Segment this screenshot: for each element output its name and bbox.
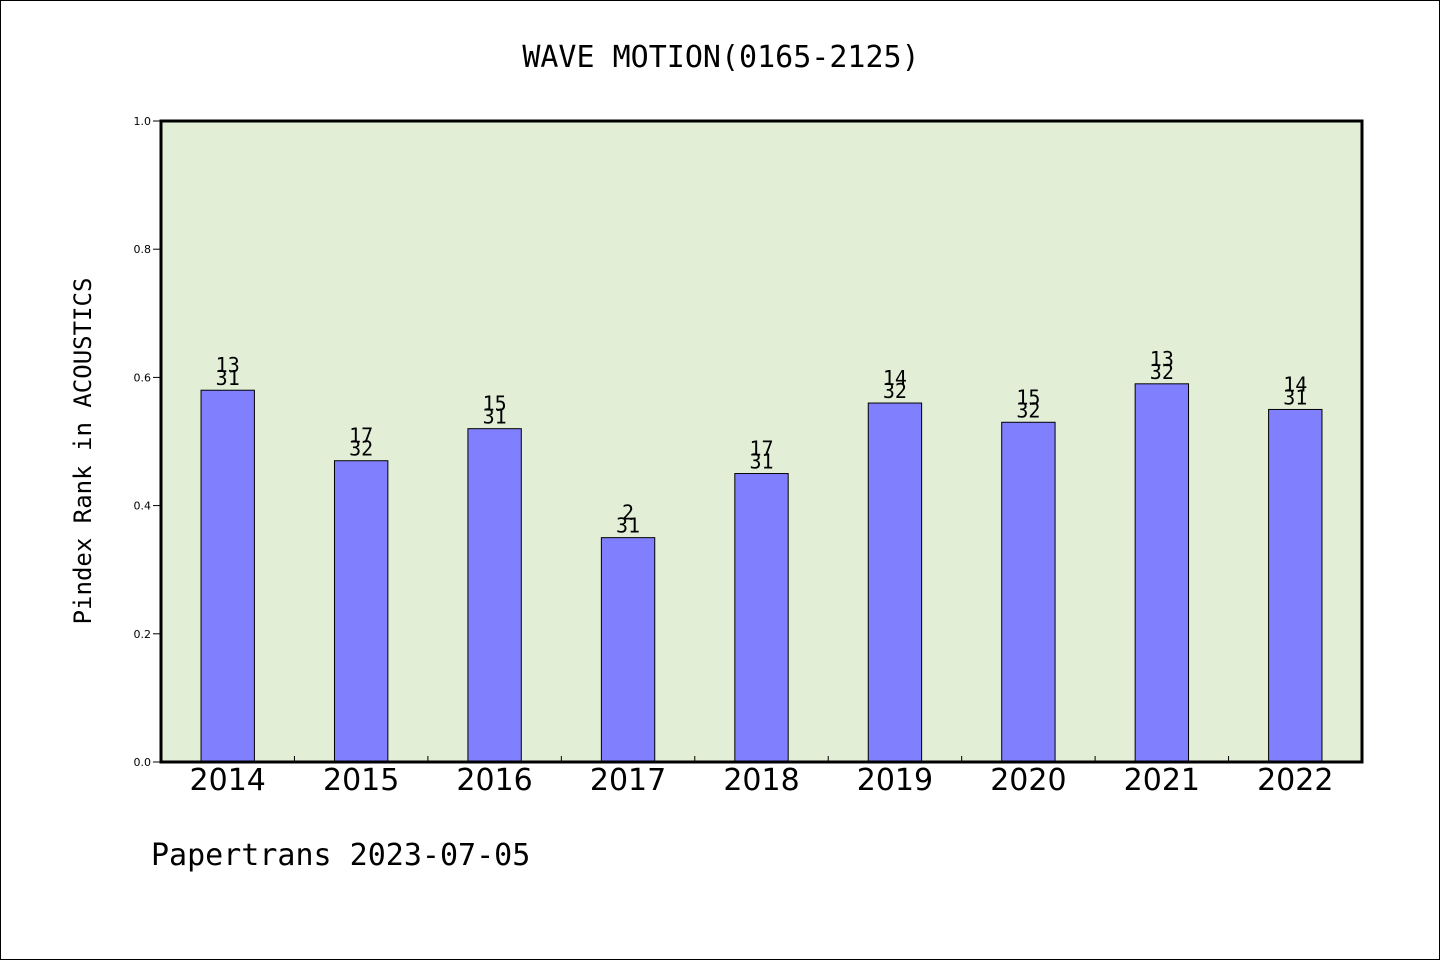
bar-label-rank: 17: [749, 437, 773, 461]
bar-2020: [1001, 421, 1056, 763]
bar-label-total: 31: [616, 514, 640, 538]
bar-label-rank: 13: [216, 353, 240, 377]
plot-border: [159, 119, 1364, 764]
bar-label-rank: 15: [483, 392, 507, 416]
x-tick-label: 2016: [456, 763, 532, 798]
footer-credit: Papertrans 2023-07-05: [151, 838, 530, 873]
x-tick-label: 2015: [323, 763, 399, 798]
x-tick-label: 2017: [590, 763, 666, 798]
bar-label-total: 31: [483, 405, 507, 429]
x-axis-labels: 2014 2015 2016 2017 2018 2019 2020 2021 2022: [190, 763, 1334, 798]
y-tick-label: 0.0: [134, 756, 152, 769]
bar-label-rank: 15: [1016, 385, 1040, 409]
bar-label-rank: 14: [1283, 372, 1307, 396]
bar-label-total: 31: [216, 366, 240, 390]
bar-label-total: 32: [883, 379, 907, 403]
y-tick-label: 0.6: [134, 371, 152, 384]
bar-2019: [867, 402, 923, 763]
bar-label-total: 32: [1150, 360, 1174, 384]
y-tick-label: 0.4: [134, 500, 152, 513]
bar-label-rank: 2: [622, 501, 634, 525]
x-tick-label: 2020: [990, 763, 1066, 798]
bar-label-total: 31: [1283, 385, 1307, 409]
y-tick-label: 0.8: [134, 243, 152, 256]
x-tick-label: 2022: [1257, 763, 1333, 798]
chart-title: WAVE MOTION(0165-2125): [522, 40, 919, 75]
x-tick-label: 2021: [1124, 763, 1200, 798]
bar-label-total: 32: [1016, 398, 1040, 422]
bars-group: [200, 383, 1323, 763]
y-tick-label: 0.2: [134, 628, 152, 641]
x-tick-label: 2019: [857, 763, 933, 798]
bar-2016: [467, 428, 522, 763]
y-tick-label: 1.0: [134, 115, 152, 128]
bar-2022: [1268, 408, 1323, 763]
bar-2015: [333, 460, 389, 763]
bar-2017: [600, 537, 656, 763]
bar-label-total: 32: [349, 437, 373, 461]
bar-2014: [200, 389, 255, 763]
x-tick-label: 2018: [723, 763, 799, 798]
bar-2018: [734, 473, 789, 763]
x-tick-label: 2014: [190, 763, 266, 798]
bar-label-rank: 13: [1150, 347, 1174, 371]
bar-label-total: 31: [749, 450, 773, 474]
bar-label-rank: 14: [883, 366, 907, 390]
bar-label-rank: 17: [349, 424, 373, 448]
y-axis-label: Pindex Rank in ACOUSTICS: [69, 278, 97, 625]
y-axis-ticks: 0.0 0.2 0.4 0.6 0.8 1.0: [134, 115, 161, 769]
bar-2021: [1134, 383, 1190, 763]
